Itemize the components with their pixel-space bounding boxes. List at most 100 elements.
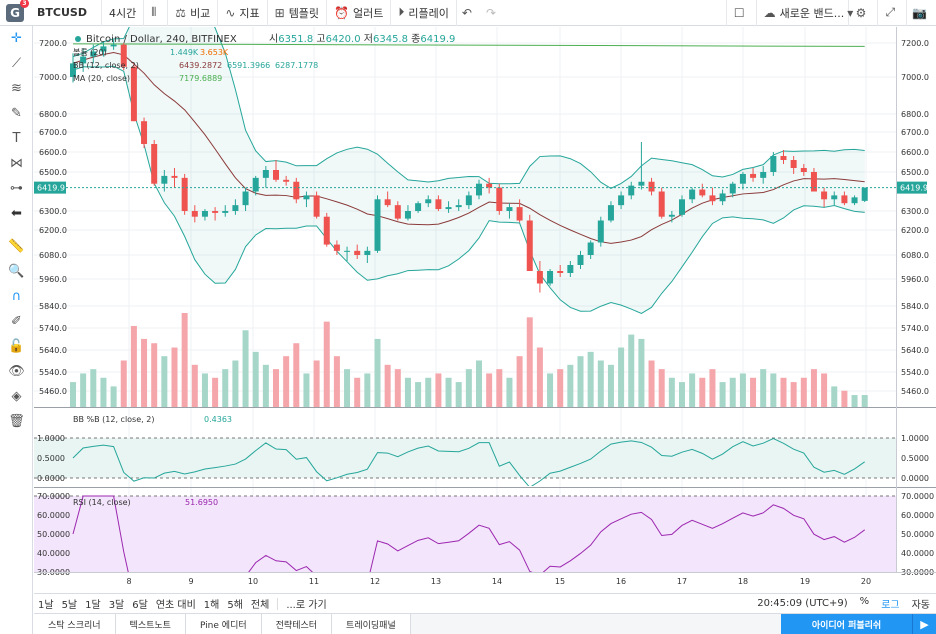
- bottom-tab-3[interactable]: 전략테스터: [261, 614, 333, 634]
- volume-bar: [191, 364, 198, 407]
- candle-body: [658, 191, 665, 217]
- range-2[interactable]: 1달: [85, 600, 101, 611]
- snapshot-button[interactable]: 📷: [907, 0, 936, 26]
- volume-bar: [597, 360, 604, 407]
- square-icon: ☐: [733, 5, 745, 20]
- lock-tool[interactable]: 🔓: [0, 334, 33, 359]
- candle-body: [618, 195, 625, 206]
- pattern-tool[interactable]: ⋈: [0, 151, 33, 176]
- range-3[interactable]: 3달: [108, 600, 125, 611]
- scale-option-0[interactable]: %: [859, 596, 870, 607]
- candle-body: [689, 189, 696, 200]
- lock-icon: 🔓: [8, 339, 25, 354]
- scale-option-1[interactable]: 로그: [881, 600, 900, 611]
- candle-body: [486, 183, 493, 188]
- volume-bar: [110, 386, 117, 407]
- volume-bar: [232, 360, 239, 407]
- range-7[interactable]: 5해: [227, 600, 243, 611]
- measure-tool[interactable]: 📏: [0, 234, 33, 259]
- chart-type-button[interactable]: ⫴: [144, 0, 169, 26]
- goto-button[interactable]: ...로 가기: [286, 600, 327, 611]
- fullscreen-button[interactable]: ⤢: [878, 0, 908, 26]
- publish-play-button[interactable]: ▶: [912, 614, 936, 634]
- settings-button[interactable]: ⚙: [849, 0, 879, 26]
- trendline-tool[interactable]: ⟋: [0, 51, 33, 76]
- volume-bar: [618, 347, 625, 407]
- volume-bar: [536, 347, 543, 407]
- symbol-search[interactable]: BTCUSD: [30, 0, 102, 26]
- templates-button[interactable]: ⊞ 템플릿: [268, 0, 328, 26]
- candle-body: [628, 185, 635, 196]
- text-tool[interactable]: T: [0, 126, 33, 151]
- bbp-tick-left-1: 0.5000: [37, 454, 65, 463]
- price-tick-14: 5460.0: [901, 387, 929, 396]
- range-1[interactable]: 5날: [61, 600, 78, 611]
- chart-area[interactable]: Bitcoin / Dollar, 240, BITFINEX 시6351.8 …: [34, 27, 936, 593]
- bb-upper-value: 6591.3966: [227, 61, 270, 70]
- redo-button[interactable]: ↷: [481, 0, 505, 26]
- bbp-tick-1: 0.5000: [901, 454, 929, 463]
- range-6[interactable]: 1해: [203, 600, 220, 611]
- candle-body: [303, 195, 310, 200]
- projection-tool[interactable]: ⊶: [0, 176, 33, 201]
- price-axis[interactable]: 7200.0 7000.0 6800.0 6700.0 6600.0 6500.0 6300…: [897, 39, 934, 577]
- volume-bar: [689, 373, 696, 407]
- volume-bar: [80, 373, 87, 407]
- alert-button[interactable]: ⏰ 얼러트: [327, 0, 392, 26]
- range-0[interactable]: 1날: [38, 600, 54, 611]
- replay-button[interactable]: ⏵ 리플레이: [391, 0, 457, 26]
- layout-button[interactable]: ☐: [725, 0, 757, 26]
- clock: 20:45:09 (UTC+9): [757, 598, 848, 609]
- layers-tool[interactable]: ◈: [0, 384, 33, 409]
- publish-idea-button[interactable]: 아이디어 퍼블리쉬: [781, 614, 912, 634]
- bottom-tab-2[interactable]: Pine 에디터: [185, 614, 262, 634]
- ma-line: [72, 43, 865, 47]
- magnet-tool[interactable]: ∩: [0, 284, 33, 309]
- undo-button[interactable]: ↶: [457, 0, 481, 26]
- price-tick-4: 6600.0: [901, 148, 929, 157]
- rsi-tick-0: 70.0000: [901, 492, 934, 501]
- status-dot: [75, 36, 81, 42]
- remove-tool[interactable]: 🗑: [0, 409, 33, 434]
- candle-body: [597, 220, 604, 243]
- volume-bar: [425, 377, 432, 407]
- range-8[interactable]: 전체: [250, 600, 270, 611]
- rsi-tick-2: 50.0000: [901, 530, 934, 539]
- interval-label: 4시간: [109, 6, 137, 20]
- crosshair-tool[interactable]: ✛: [0, 26, 33, 51]
- volume-bar: [516, 356, 523, 407]
- bbp-tick-2: 0.0000: [901, 474, 929, 483]
- bottom-tab-1[interactable]: 텍스트노트: [115, 614, 186, 634]
- brush-tool[interactable]: ✎: [0, 101, 33, 126]
- bottom-tab-0[interactable]: 스탁 스크리너: [34, 614, 116, 634]
- candle-body: [273, 170, 279, 180]
- time-tick-12: 20: [861, 577, 871, 586]
- candle-body: [90, 51, 97, 57]
- fib-tool[interactable]: ≋: [0, 76, 33, 101]
- back-tool[interactable]: ⬅: [0, 201, 33, 226]
- range-5[interactable]: 연초 대비: [155, 600, 196, 611]
- volume-bar: [252, 351, 259, 407]
- bottom-tab-4[interactable]: 트레이딩패널: [332, 614, 411, 634]
- candle-body: [679, 199, 685, 215]
- zoom-tool[interactable]: 🔍: [0, 259, 33, 284]
- compare-button[interactable]: ⚖ 비교: [168, 0, 219, 26]
- volume-bar: [181, 313, 188, 407]
- visibility-tool[interactable]: 👁: [0, 359, 33, 384]
- price-tick-13: 5540.0: [901, 368, 929, 377]
- time-axis[interactable]: 8 9 10 11 12 13 14 15 16 17 18 19 20: [126, 577, 871, 586]
- candle-body: [425, 199, 432, 204]
- interval-button[interactable]: 4시간: [102, 0, 145, 26]
- volume-bar: [333, 356, 340, 407]
- volume-bar: [455, 382, 462, 407]
- range-4[interactable]: 6달: [132, 600, 148, 611]
- stay-drawing-tool[interactable]: ✐: [0, 309, 33, 334]
- candle-body: [313, 195, 320, 217]
- scale-option-2[interactable]: 자동: [911, 600, 930, 611]
- volume-bar: [313, 360, 320, 407]
- indicators-button[interactable]: ∿ 지표: [218, 0, 268, 26]
- new-band-button[interactable]: ☁ 새로운 밴드... ▾: [757, 0, 853, 26]
- volume-bar: [222, 369, 229, 407]
